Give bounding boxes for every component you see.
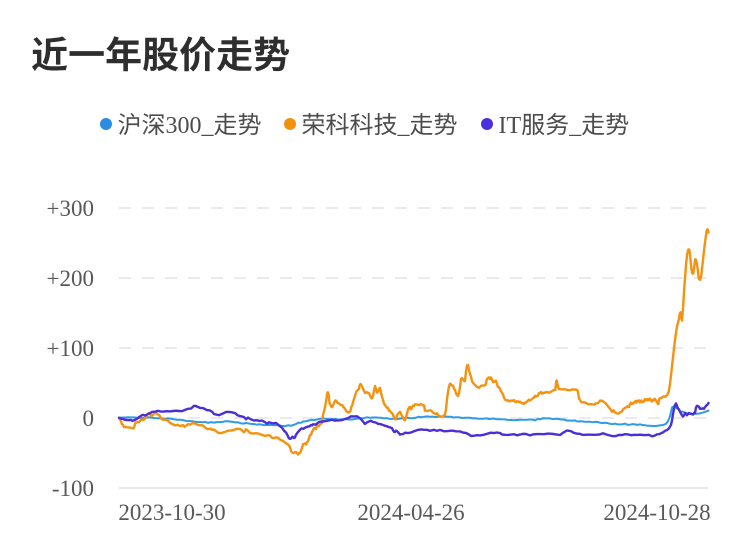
svg-text:0: 0 <box>83 406 95 431</box>
svg-text:_: _ <box>397 113 411 139</box>
svg-text:+300: +300 <box>47 196 94 221</box>
svg-text:-100: -100 <box>52 476 94 501</box>
svg-text:IT: IT <box>499 113 522 139</box>
svg-text:2023-10-30: 2023-10-30 <box>118 500 225 525</box>
svg-text:2024-04-26: 2024-04-26 <box>357 500 464 525</box>
svg-text:_: _ <box>568 113 582 139</box>
svg-text:300_: 300_ <box>166 113 215 139</box>
svg-text:+100: +100 <box>47 336 94 361</box>
svg-text:+200: +200 <box>47 266 94 291</box>
svg-text:2024-10-28: 2024-10-28 <box>603 500 710 525</box>
